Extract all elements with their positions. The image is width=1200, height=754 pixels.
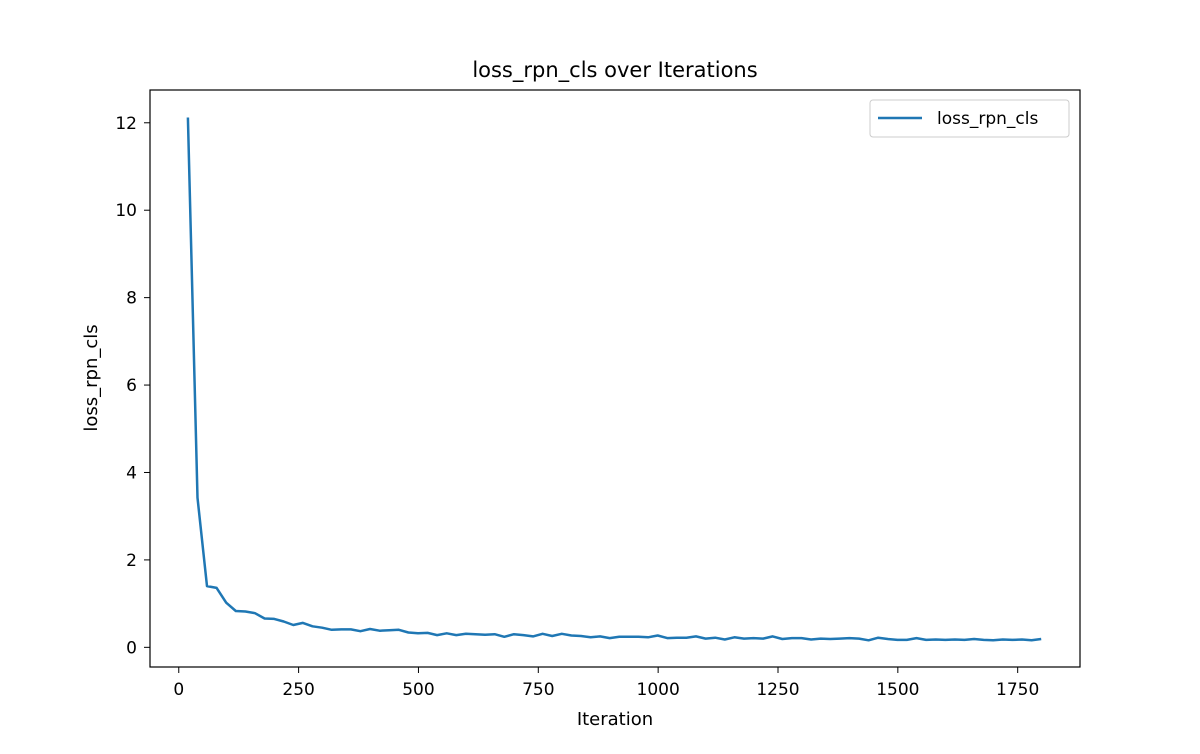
legend-label: loss_rpn_cls: [937, 109, 1038, 129]
x-tick-label: 1750: [996, 680, 1039, 700]
legend-box: [869, 99, 1070, 138]
y-axis: 0 2 4 6 8 10 12: [115, 114, 150, 658]
x-axis-label: Iteration: [577, 709, 653, 730]
x-tick-label: 750: [522, 680, 554, 700]
x-tick-label: 0: [173, 680, 184, 700]
x-tick-label: 500: [402, 680, 434, 700]
series-line-loss_rpn_cls: [186, 117, 1042, 642]
x-axis: 0 250 500 750 1000 1250 1500 1750: [173, 667, 1039, 700]
y-tick-label: 0: [126, 638, 137, 658]
x-tick-label: 250: [282, 680, 314, 700]
plot-frame: [149, 89, 1081, 668]
plot-area: [186, 117, 1042, 642]
x-tick-label: 1500: [876, 680, 919, 700]
y-tick-label: 4: [126, 463, 137, 483]
y-tick-label: 10: [115, 201, 137, 221]
y-tick-label: 12: [115, 114, 137, 134]
y-tick-label: 2: [126, 551, 137, 571]
legend: loss_rpn_cls: [869, 99, 1070, 138]
chart-title: loss_rpn_cls over Iterations: [472, 58, 757, 83]
x-tick-label: 1250: [756, 680, 799, 700]
x-tick-label: 1000: [637, 680, 680, 700]
y-tick-label: 8: [126, 289, 137, 309]
y-tick-label: 6: [126, 376, 137, 396]
y-axis-label: loss_rpn_cls: [81, 324, 102, 431]
